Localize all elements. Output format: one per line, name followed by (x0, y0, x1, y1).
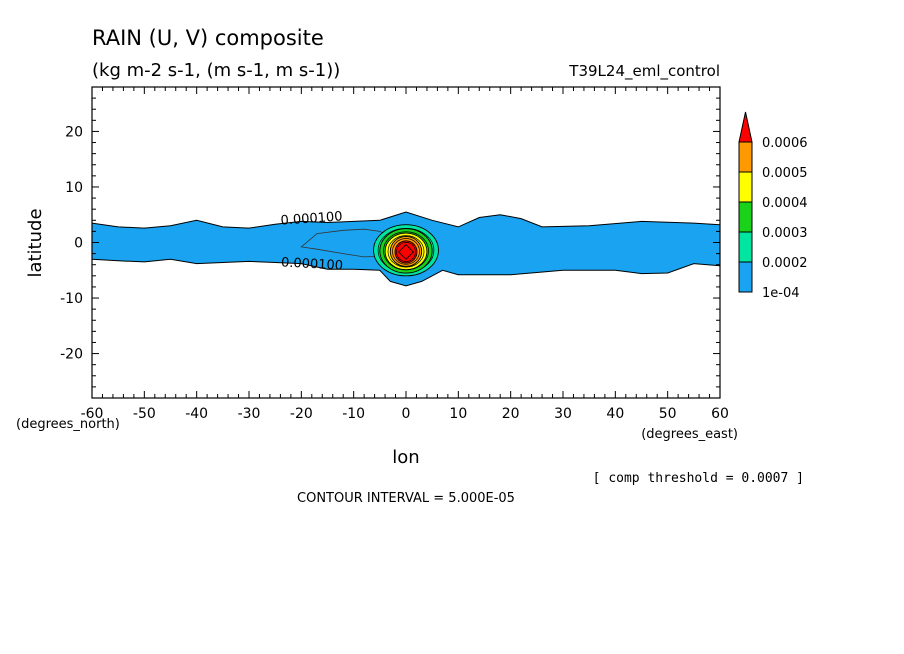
x-tick-label: -30 (238, 406, 261, 422)
x-tick-label: -40 (185, 406, 208, 422)
y-tick-label: 10 (65, 180, 83, 196)
colorbar-segment (738, 261, 753, 293)
colorbar-label: 0.0003 (762, 226, 808, 241)
y-tick-label: 20 (65, 124, 83, 140)
chart-title: RAIN (U, V) composite (92, 26, 324, 50)
y-tick-label: -10 (60, 291, 83, 307)
x-tick-label: 40 (606, 406, 624, 422)
contour-label: 0.000100 (281, 255, 344, 273)
colorbar-label: 0.0004 (762, 196, 808, 211)
y-tick-labels: -20 -10 0 10 20 (60, 124, 83, 362)
x-tick-label: -10 (342, 406, 365, 422)
chart-subtitle: (kg m-2 s-1, (m s-1, m s-1)) (92, 60, 340, 81)
x-tick-label: 0 (402, 406, 411, 422)
rain-field (92, 211, 720, 287)
colorbar-segment (738, 201, 753, 233)
y-tick-label: 0 (74, 236, 83, 252)
colorbar-max-triangle (738, 111, 753, 143)
x-tick-label: -50 (133, 406, 156, 422)
x-axis-label: lon (392, 447, 419, 468)
x-tick-label: 60 (711, 406, 729, 422)
x-tick-label: -20 (290, 406, 313, 422)
colorbar-label: 0.0005 (762, 166, 808, 181)
run-label: T39L24_eml_control (568, 62, 720, 81)
max-cell (398, 243, 414, 260)
axis-ticks (91, 86, 721, 399)
threshold-note: [ comp threshold = 0.0007 ] (593, 471, 804, 486)
contour-ring-4 (396, 242, 416, 262)
x-units-label: (degrees_east) (641, 427, 738, 442)
y-tick-label: -20 (60, 347, 83, 363)
colorbar-segment (738, 141, 753, 173)
x-tick-labels: -60 -50 -40 -30 -20 -10 0 10 20 30 40 50 60 (81, 406, 729, 422)
colorbar-segment (738, 231, 753, 263)
y-units-label: (degrees_north) (16, 417, 120, 432)
colorbar-segment (738, 171, 753, 203)
colorbar-label: 0.0006 (762, 136, 808, 151)
colorbar-label: 0.0002 (762, 256, 808, 271)
colorbar-label: 1e-04 (762, 286, 800, 301)
contour-ring-2 (387, 235, 425, 268)
x-tick-label: 20 (502, 406, 520, 422)
contour-interval-note: CONTOUR INTERVAL = 5.000E-05 (297, 491, 515, 506)
colorbar: 1e-04 0.0002 0.0003 0.0004 0.0005 0.0006 (738, 111, 808, 301)
contour-label: 0.000100 (280, 209, 343, 228)
x-tick-label: 10 (449, 406, 467, 422)
y-axis-label: latitude (25, 208, 46, 277)
contour-labels: 0.000100 0.000100 (280, 209, 343, 273)
x-tick-label: 30 (554, 406, 572, 422)
x-tick-label: 50 (659, 406, 677, 422)
x-tick-label: -60 (81, 406, 104, 422)
contour-ring-3 (392, 238, 420, 265)
